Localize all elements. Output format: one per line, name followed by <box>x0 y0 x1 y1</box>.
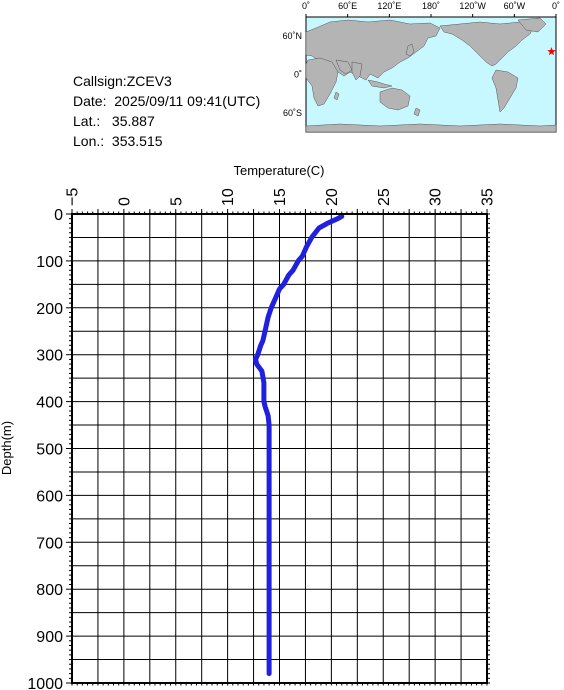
callsign-row: Callsign:ZCEV3 <box>73 71 260 91</box>
map-lon-label: 0˚ <box>552 1 560 11</box>
y-tick-label: 0 <box>54 207 63 224</box>
location-map: 0˚ 60˚E 120˚E 180˚ 120˚W 60˚W 0˚ 60˚N 0˚ 60˚S <box>282 1 560 133</box>
date-value: 2025/09/11 09:41(UTC) <box>114 93 261 109</box>
x-tick-label: 5 <box>168 197 185 206</box>
map-lon-label: 0˚ <box>302 1 310 11</box>
callsign-label: Callsign: <box>73 73 127 89</box>
x-axis-title: Temperature(C) <box>233 163 324 178</box>
y-tick-labels: 0 100 200 300 400 500 600 700 800 900 1000 <box>27 207 63 690</box>
map-lon-label: 120˚W <box>459 1 486 11</box>
lat-row: Lat.: 35.887 <box>73 111 260 131</box>
map-lat-label: 60˚N <box>282 31 302 41</box>
float-info-panel: Callsign:ZCEV3 Date: 2025/09/11 09:41(UT… <box>73 71 260 151</box>
lat-label: Lat.: <box>73 113 101 129</box>
y-tick-label: 700 <box>36 535 63 552</box>
lat-value: 35.887 <box>111 113 155 129</box>
y-tick-label: 800 <box>36 582 63 599</box>
lon-value: 353.515 <box>111 133 163 149</box>
map-lon-label: 60˚E <box>338 1 357 11</box>
x-tick-label: 10 <box>220 188 237 206</box>
lon-label: Lon.: <box>73 133 105 149</box>
x-tick-labels: −5 0 5 10 15 20 25 30 35 <box>65 188 497 206</box>
y-tick-label: 600 <box>36 488 63 505</box>
plot-frame <box>71 213 488 684</box>
y-tick-label: 200 <box>36 301 63 318</box>
x-tick-label: 15 <box>272 188 289 206</box>
date-row: Date: 2025/09/11 09:41(UTC) <box>73 91 260 111</box>
x-tick-label: 30 <box>428 188 445 206</box>
callsign-value: ZCEV3 <box>126 73 172 89</box>
y-tick-label: 1000 <box>27 676 63 690</box>
x-tick-label: 20 <box>324 188 341 206</box>
map-lat-label: 0˚ <box>294 70 302 80</box>
x-tick-label: −5 <box>65 188 82 206</box>
map-lon-label: 180˚ <box>422 1 440 11</box>
map-land <box>305 17 557 133</box>
map-lon-label: 60˚W <box>504 1 526 11</box>
y-tick-label: 900 <box>36 629 63 646</box>
date-label: Date: <box>73 93 107 109</box>
temperature-profile-line <box>253 213 345 677</box>
x-tick-label: 25 <box>376 188 393 206</box>
x-tick-label: 0 <box>116 197 133 206</box>
y-tick-label: 400 <box>36 395 63 412</box>
x-tick-label: 35 <box>480 188 497 206</box>
y-tick-label: 500 <box>36 442 63 459</box>
y-tick-label: 300 <box>36 348 63 365</box>
y-tick-label: 100 <box>36 254 63 271</box>
map-lon-label: 120˚E <box>377 1 401 11</box>
lon-row: Lon.: 353.515 <box>73 131 260 151</box>
float-location-star-icon <box>547 47 556 56</box>
y-axis-title: Depth(m) <box>0 421 14 475</box>
map-lat-label: 60˚S <box>283 108 302 118</box>
